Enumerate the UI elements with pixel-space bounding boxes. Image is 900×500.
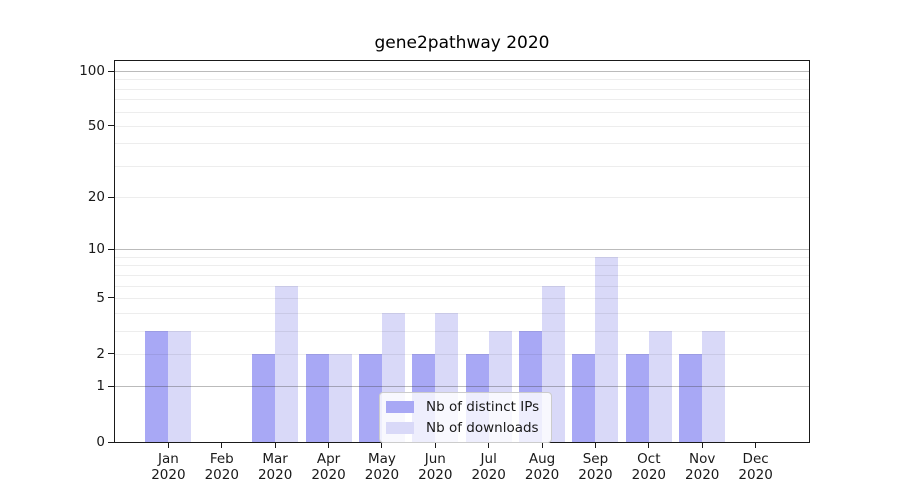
x-tick-mark xyxy=(594,442,596,448)
legend-swatch-downloads xyxy=(386,422,414,434)
x-tick-label: Jul 2020 xyxy=(471,451,506,483)
gridline-minor xyxy=(115,79,809,81)
bar-distinct-ips xyxy=(625,353,649,442)
gridline-minor xyxy=(115,297,809,299)
legend: Nb of distinct IPs Nb of downloads xyxy=(379,392,553,443)
x-tick-label: Dec 2020 xyxy=(738,451,773,483)
bar-distinct-ips xyxy=(305,353,329,442)
y-tick-label: 5 xyxy=(96,289,105,306)
y-tick-mark xyxy=(108,385,114,387)
x-tick-label: May 2020 xyxy=(364,451,400,483)
x-tick-mark xyxy=(648,442,650,448)
gridline-minor xyxy=(115,165,809,167)
x-tick-label: Mar 2020 xyxy=(257,451,293,483)
chart-title: gene2pathway 2020 xyxy=(374,33,550,53)
x-tick-label: Jun 2020 xyxy=(418,451,453,483)
x-tick-label: Oct 2020 xyxy=(631,451,667,483)
bar-distinct-ips xyxy=(358,353,382,442)
x-tick-mark xyxy=(755,442,757,448)
gridline-major xyxy=(115,249,809,251)
bar-downloads xyxy=(648,330,672,442)
y-tick-mark xyxy=(108,125,114,127)
y-tick-label: 50 xyxy=(87,117,105,134)
bar-downloads xyxy=(595,256,619,442)
x-tick-mark xyxy=(274,442,276,448)
gridline-minor xyxy=(115,88,809,90)
legend-swatch-distinct-ips xyxy=(386,401,414,413)
x-tick-mark xyxy=(701,442,703,448)
plot-area: 0 1 2 5 10 20 50 100 Jan 2020 Feb 2020 Mar 2020 Apr 202… xyxy=(79,60,810,483)
gridline-minor xyxy=(115,197,809,199)
x-tick-label: Feb 2020 xyxy=(204,451,239,483)
y-tick-mark xyxy=(108,248,114,250)
bar-distinct-ips xyxy=(572,353,596,442)
gridline-minor xyxy=(115,125,809,127)
bar-distinct-ips xyxy=(679,353,703,442)
x-tick-mark xyxy=(434,442,436,448)
y-tick-label: 20 xyxy=(87,189,105,206)
x-tick-mark xyxy=(328,442,330,448)
gridline-minor xyxy=(115,330,809,332)
y-tick-label: 10 xyxy=(87,241,105,258)
y-tick-label: 0 xyxy=(96,434,105,450)
bar-distinct-ips xyxy=(252,353,276,442)
y-tick-label: 100 xyxy=(79,63,105,79)
bar-downloads xyxy=(328,353,352,442)
legend-label-distinct-ips: Nb of distinct IPs xyxy=(426,399,540,415)
y-tick-mark xyxy=(108,441,114,443)
gridline-minor xyxy=(115,143,809,145)
gridline-minor xyxy=(115,312,809,314)
x-tick-mark xyxy=(167,442,169,448)
gridline-major xyxy=(115,386,809,388)
y-tick-mark xyxy=(108,70,114,72)
gridline-minor xyxy=(115,353,809,355)
bar-downloads xyxy=(275,285,299,442)
x-tick-label: Nov 2020 xyxy=(685,451,720,483)
gridline-minor xyxy=(115,99,809,101)
gridline-minor xyxy=(115,265,809,267)
y-tick-mark xyxy=(108,297,114,299)
x-tick-mark xyxy=(541,442,543,448)
x-tick-label: Apr 2020 xyxy=(311,451,346,483)
y-tick-label: 2 xyxy=(96,345,105,362)
y-tick-mark xyxy=(108,353,114,355)
x-tick-mark xyxy=(221,442,223,448)
gridline-minor xyxy=(115,285,809,287)
bar-downloads xyxy=(702,330,726,442)
bar-downloads xyxy=(168,330,192,442)
x-tick-label: Sep 2020 xyxy=(578,451,613,483)
legend-entry-downloads: Nb of downloads xyxy=(386,420,539,436)
gridline-minor xyxy=(115,256,809,258)
x-tick-label: Jan 2020 xyxy=(151,451,186,483)
y-tick-mark xyxy=(108,196,114,198)
x-tick-label: Aug 2020 xyxy=(524,451,560,483)
x-tick-mark xyxy=(488,442,490,448)
gridline-minor xyxy=(115,111,809,113)
legend-entry-distinct-ips: Nb of distinct IPs xyxy=(386,399,539,415)
bar-distinct-ips xyxy=(145,330,169,442)
x-tick-mark xyxy=(381,442,383,448)
y-tick-label: 1 xyxy=(96,378,105,395)
legend-label-downloads: Nb of downloads xyxy=(426,420,539,436)
gridline-minor xyxy=(115,274,809,276)
gridline-major xyxy=(115,71,809,72)
